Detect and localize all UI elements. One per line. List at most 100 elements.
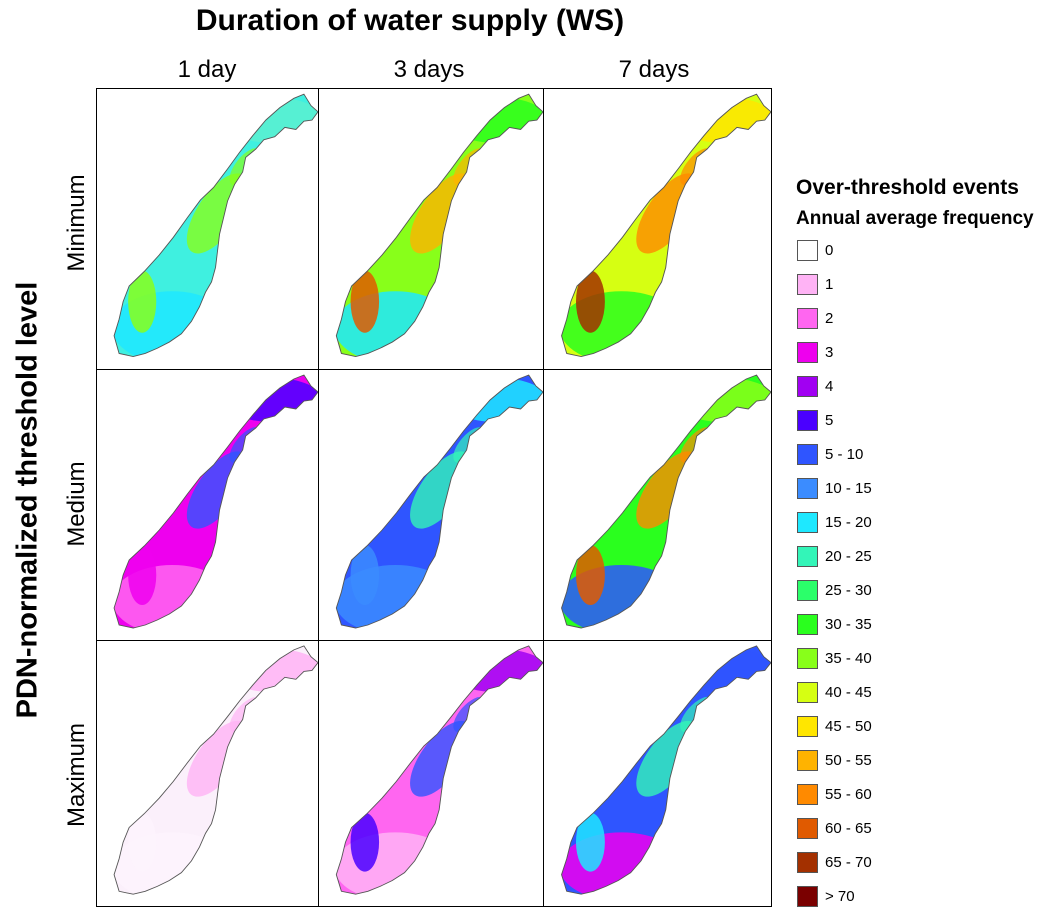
legend-item: 45 - 50 [797, 716, 1017, 746]
country-outline [561, 645, 771, 895]
legend-item: 55 - 60 [797, 784, 1017, 814]
legend-subtitle: Annual average frequency [796, 208, 1034, 229]
legend-label: 35 - 40 [825, 650, 872, 667]
legend-label: 2 [825, 310, 834, 327]
legend-label: > 70 [825, 888, 855, 905]
legend-swatch [797, 682, 818, 703]
column-header-1-day: 1 day [177, 56, 237, 83]
legend-label: 30 - 35 [825, 616, 872, 633]
legend-label: 0 [825, 242, 834, 259]
country-outline [113, 93, 318, 358]
legend-swatch [797, 818, 818, 839]
legend-label: 45 - 50 [825, 718, 872, 735]
legend-swatch [797, 784, 818, 805]
legend-swatch [797, 274, 818, 295]
legend-item: 25 - 30 [797, 580, 1017, 610]
legend-item: 65 - 70 [797, 852, 1017, 882]
map-panel-minimum-7-days [543, 88, 772, 370]
legend-swatch [797, 410, 818, 431]
norway-map [113, 93, 318, 358]
legend-swatch [797, 648, 818, 669]
legend-item: 30 - 35 [797, 614, 1017, 644]
country-outline [113, 374, 318, 629]
legend-label: 60 - 65 [825, 820, 872, 837]
map-panel-medium-3-days [318, 369, 544, 641]
norway-map [113, 645, 318, 895]
legend-swatch [797, 240, 818, 261]
legend-swatch [797, 444, 818, 465]
map-panel-medium-7-days [543, 369, 772, 641]
legend-swatch [797, 342, 818, 363]
map-panel-maximum-1-day [96, 640, 319, 907]
legend-item: 2 [797, 308, 1017, 338]
legend-item: 15 - 20 [797, 512, 1017, 542]
legend-label: 20 - 25 [825, 548, 872, 565]
legend-item: 1 [797, 274, 1017, 304]
legend-label: 15 - 20 [825, 514, 872, 531]
country-outline [335, 645, 543, 895]
legend-item: 10 - 15 [797, 478, 1017, 508]
norway-map [561, 93, 771, 358]
legend-item: 5 - 10 [797, 444, 1017, 474]
legend-label: 50 - 55 [825, 752, 872, 769]
country-outline [113, 645, 318, 895]
legend-label: 5 [825, 412, 834, 429]
legend-swatch [797, 546, 818, 567]
legend-swatch [797, 852, 818, 873]
legend-item: 50 - 55 [797, 750, 1017, 780]
country-outline [561, 374, 771, 629]
legend-swatch [797, 478, 818, 499]
legend-swatch [797, 512, 818, 533]
map-panel-minimum-1-day [96, 88, 319, 370]
row-header-maximum-label: Maximum [63, 722, 90, 828]
legend-swatch [797, 614, 818, 635]
column-header-7-days: 7 days [618, 56, 690, 83]
map-panel-maximum-3-days [318, 640, 544, 907]
legend-swatch [797, 308, 818, 329]
legend-item: 5 [797, 410, 1017, 440]
norway-map [335, 645, 543, 895]
row-axis-title-text: PDN-normalized threshold level [11, 281, 44, 719]
legend-swatch [797, 886, 818, 907]
row-axis-title: PDN-normalized threshold level [8, 282, 48, 719]
legend-label: 5 - 10 [825, 446, 864, 463]
map-grid [96, 88, 772, 907]
norway-map [561, 374, 771, 629]
norway-map [335, 93, 543, 358]
legend-item: 3 [797, 342, 1017, 372]
row-header-medium: Medium [62, 369, 92, 639]
norway-map [561, 645, 771, 895]
legend-item: 20 - 25 [797, 546, 1017, 576]
legend-item: 60 - 65 [797, 818, 1017, 848]
country-outline [335, 374, 543, 629]
map-panel-maximum-7-days [543, 640, 772, 907]
legend-label: 65 - 70 [825, 854, 872, 871]
row-header-maximum: Maximum [62, 640, 92, 910]
map-panel-minimum-3-days [318, 88, 544, 370]
row-header-minimum: Minimum [62, 88, 92, 358]
legend-swatch [797, 716, 818, 737]
legend-item: > 70 [797, 886, 1017, 916]
legend-item: 40 - 45 [797, 682, 1017, 712]
legend-label: 10 - 15 [825, 480, 872, 497]
legend-item: 35 - 40 [797, 648, 1017, 678]
legend-label: 55 - 60 [825, 786, 872, 803]
map-panel-medium-1-day [96, 369, 319, 641]
legend-label: 40 - 45 [825, 684, 872, 701]
norway-map [335, 374, 543, 629]
legend-label: 3 [825, 344, 834, 361]
legend-item: 0 [797, 240, 1017, 270]
country-outline [335, 93, 543, 358]
legend-label: 25 - 30 [825, 582, 872, 599]
norway-map [113, 374, 318, 629]
figure-title: Duration of water supply (WS) [195, 4, 625, 37]
row-header-medium-label: Medium [63, 461, 90, 547]
legend-title: Over-threshold events [796, 176, 1019, 199]
row-header-minimum-label: Minimum [63, 174, 90, 272]
country-outline [561, 93, 771, 358]
legend-swatch [797, 580, 818, 601]
legend-item: 4 [797, 376, 1017, 406]
legend-swatch [797, 750, 818, 771]
legend-swatch [797, 376, 818, 397]
column-header-3-days: 3 days [393, 56, 465, 83]
